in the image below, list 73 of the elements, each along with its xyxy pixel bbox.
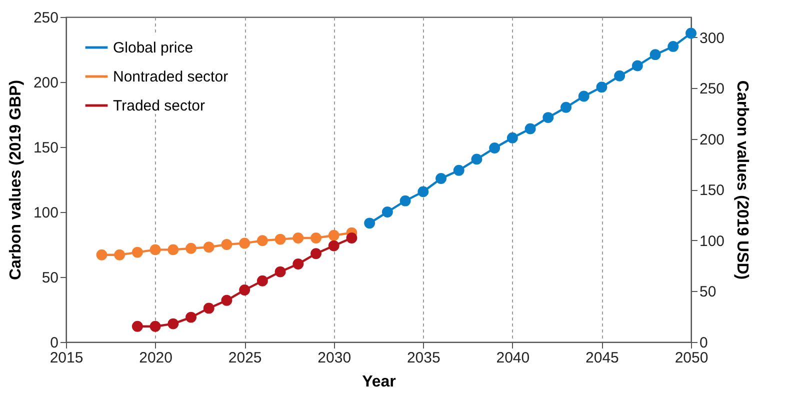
point	[292, 232, 304, 244]
legend-label: Traded sector	[113, 98, 205, 114]
point	[506, 132, 518, 144]
point	[614, 70, 626, 82]
point	[328, 240, 340, 252]
point	[186, 312, 196, 323]
point	[650, 49, 661, 60]
point	[239, 238, 250, 249]
point	[274, 234, 286, 245]
x-tick-label: 2045	[586, 350, 619, 366]
y-tick-label: 150	[33, 140, 58, 156]
point	[114, 249, 126, 260]
x-tick-label: 2040	[496, 350, 530, 366]
x-tick-label: 2015	[50, 350, 84, 366]
point	[292, 258, 304, 270]
point	[560, 102, 572, 113]
legend-label: Nontraded sector	[113, 68, 228, 86]
point	[203, 302, 214, 314]
x-tick-label: 2025	[228, 350, 262, 366]
y-axis-title: Carbon values (2019 GBP)	[7, 80, 24, 280]
point	[96, 249, 108, 260]
point	[221, 294, 232, 306]
point	[256, 235, 268, 246]
point	[256, 275, 268, 286]
point	[471, 154, 482, 165]
point	[239, 284, 250, 296]
y2-axis-title: Carbon values (2019 USD)	[734, 80, 751, 280]
x-tick-label: 2035	[406, 350, 440, 366]
y-tick-label: 50	[42, 270, 58, 286]
point	[418, 186, 429, 198]
point	[132, 246, 143, 258]
x-tick-label: 2050	[674, 350, 708, 366]
y2-tick-label: 50	[700, 284, 716, 301]
y-tick-label: 250	[33, 10, 58, 26]
y2-tick-label: 100	[700, 232, 725, 250]
point	[168, 244, 179, 256]
y2-tick-label: 200	[700, 131, 725, 148]
x-tick-label: 2030	[318, 350, 352, 366]
y-tick-label: 100	[33, 204, 58, 222]
point	[400, 195, 411, 206]
point	[274, 266, 286, 278]
point	[310, 232, 322, 244]
point	[328, 230, 340, 241]
y2-tick-label: 300	[700, 30, 725, 47]
point	[596, 82, 608, 93]
x-axis-title: Year	[362, 374, 396, 390]
point	[436, 173, 446, 184]
point	[668, 40, 679, 52]
point	[542, 112, 554, 124]
y-tick-label: 200	[33, 74, 58, 92]
point	[346, 232, 358, 244]
point	[364, 218, 376, 229]
y2-tick-label: 250	[700, 80, 725, 98]
point	[632, 60, 643, 72]
y2-tick-label: 150	[700, 182, 725, 200]
point	[132, 320, 143, 332]
y2-tick-label: 0	[700, 334, 708, 352]
point	[150, 244, 161, 256]
point	[310, 248, 322, 260]
point	[150, 320, 161, 332]
x-tick-label: 2020	[139, 350, 172, 366]
point	[186, 242, 196, 254]
point	[524, 123, 536, 134]
y-tick-label: 0	[50, 334, 58, 352]
legend-label: Global price	[113, 40, 194, 56]
point	[453, 164, 464, 176]
point	[221, 239, 232, 250]
point	[168, 318, 179, 330]
point	[382, 206, 393, 218]
point	[489, 142, 500, 154]
point	[203, 242, 214, 253]
point	[686, 28, 696, 39]
point	[578, 90, 590, 102]
